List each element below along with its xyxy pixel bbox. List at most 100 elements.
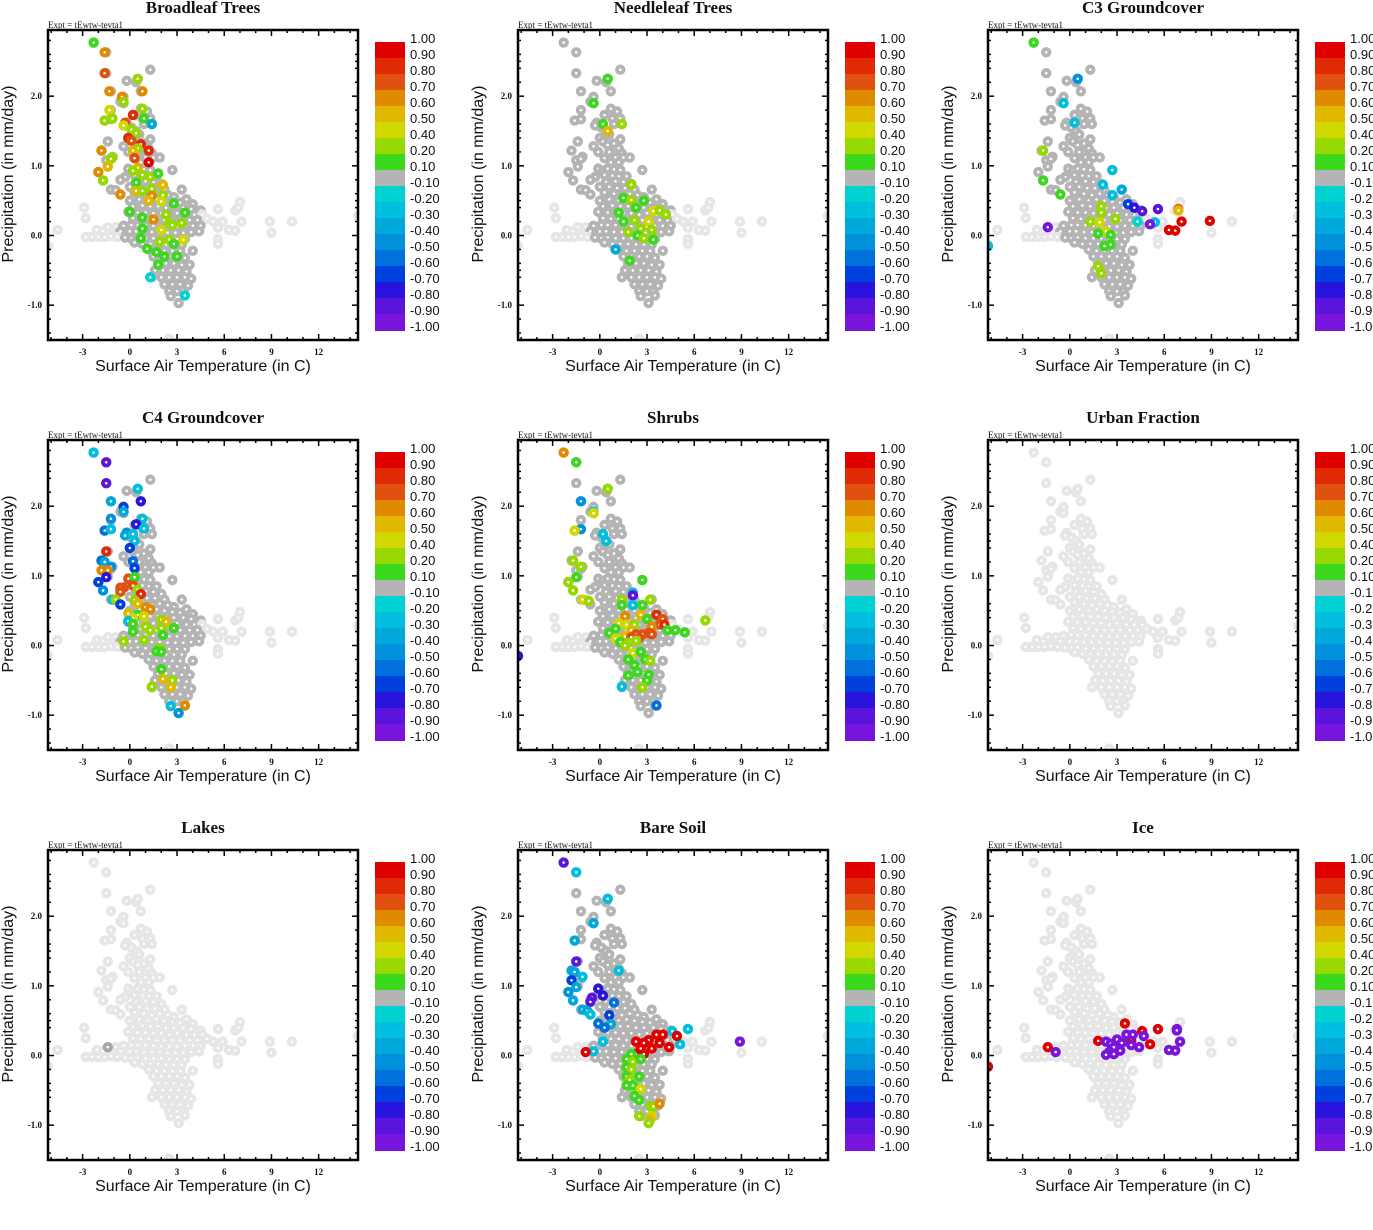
- colorbar-label: -0.10: [880, 585, 932, 600]
- colorbar-bin: [375, 548, 405, 565]
- colorbar-bin: [845, 1038, 875, 1055]
- colorbar-label: 0.90: [410, 47, 462, 62]
- colorbar-label: 0.90: [1350, 47, 1373, 62]
- data-point: [1096, 268, 1106, 278]
- background-point: [213, 1024, 223, 1034]
- background-point: [1046, 114, 1056, 124]
- colorbar-bin: [1315, 612, 1345, 629]
- background-point: [591, 896, 601, 906]
- colorbar-bin: [375, 484, 405, 501]
- colorbar-bin: [1315, 596, 1345, 613]
- colorbar-bin: [845, 1070, 875, 1087]
- colorbar-label: -0.20: [410, 1011, 462, 1026]
- colorbar-bin: [1315, 234, 1345, 251]
- colorbar-label: 0.80: [410, 63, 462, 78]
- colorbar-bin: [845, 138, 875, 155]
- background-point: [1205, 1036, 1215, 1046]
- colorbar-label: -0.10: [410, 585, 462, 600]
- data-point: [98, 175, 108, 185]
- colorbar-bin: [1315, 202, 1345, 219]
- colorbar-label: -0.60: [410, 1075, 462, 1090]
- data-point: [651, 700, 661, 710]
- background-point: [549, 1022, 559, 1032]
- x-tick-label: 9: [1209, 347, 1214, 357]
- background-point: [1041, 47, 1051, 57]
- x-tick-label: -3: [549, 1167, 557, 1177]
- colorbar-label: -0.90: [410, 713, 462, 728]
- data-point: [158, 179, 168, 189]
- x-tick-label: 6: [692, 347, 697, 357]
- colorbar-bin: [1315, 878, 1345, 895]
- x-tick-label: 6: [1162, 757, 1167, 767]
- data-point: [588, 508, 598, 518]
- data-point: [128, 110, 138, 120]
- data-point: [137, 212, 147, 222]
- colorbar-bin: [845, 42, 875, 59]
- colorbar-label: -0.90: [1350, 713, 1373, 728]
- colorbar-label: 0.40: [1350, 947, 1373, 962]
- colorbar-bin: [845, 90, 875, 107]
- x-tick-label: 0: [128, 347, 133, 357]
- x-tick-label: 0: [128, 1167, 133, 1177]
- colorbar-bin: [375, 42, 405, 59]
- colorbar-label: -0.50: [410, 1059, 462, 1074]
- colorbar-bin: [375, 106, 405, 123]
- x-tick-label: 3: [1115, 1167, 1120, 1177]
- colorbar-bin: [1315, 926, 1345, 943]
- background-point: [1106, 701, 1116, 711]
- colorbar-label: 0.60: [410, 505, 462, 520]
- colorbar-label: -0.70: [880, 1091, 932, 1106]
- colorbar-label: 0.40: [410, 127, 462, 142]
- colorbar-label: 0.80: [880, 883, 932, 898]
- data-point: [158, 630, 168, 640]
- colorbar-bin: [1315, 138, 1345, 155]
- background-point: [636, 701, 646, 711]
- background-point: [145, 65, 155, 75]
- background-point: [1117, 1004, 1127, 1014]
- colorbar-label: 0.10: [1350, 569, 1373, 584]
- colorbar-bin: [1315, 548, 1345, 565]
- colorbar-bin: [1315, 676, 1345, 693]
- background-point: [233, 1022, 243, 1032]
- colorbar-label: -0.90: [880, 1123, 932, 1138]
- x-axis-label: Surface Air Temperature (in C): [518, 1178, 828, 1196]
- colorbar-label: -0.60: [880, 665, 932, 680]
- x-tick-label: 12: [784, 1167, 794, 1177]
- colorbar-bin: [1315, 1038, 1345, 1055]
- colorbar-label: 0.40: [1350, 537, 1373, 552]
- data-point: [137, 104, 147, 114]
- data-point: [129, 563, 139, 573]
- y-tick-label: -1.0: [968, 1120, 983, 1130]
- background-point: [634, 743, 644, 753]
- data-point: [106, 496, 116, 506]
- colorbar-bin: [1315, 74, 1345, 91]
- x-tick-label: -3: [549, 757, 557, 767]
- colorbar-bin: [375, 926, 405, 943]
- x-tick-label: 6: [222, 1167, 227, 1177]
- background-point: [103, 981, 113, 991]
- background-point: [1043, 546, 1053, 556]
- background-point: [287, 626, 297, 636]
- colorbar-label: -0.80: [880, 697, 932, 712]
- data-point: [178, 234, 188, 244]
- data-point: [137, 86, 147, 96]
- data-point: [1072, 74, 1082, 84]
- data-point: [631, 635, 641, 645]
- background-point: [573, 136, 583, 146]
- background-point: [164, 333, 174, 343]
- colorbar-label: -0.30: [880, 1027, 932, 1042]
- points-layer: [513, 447, 833, 753]
- background-point: [625, 152, 635, 162]
- background-point: [1104, 743, 1114, 753]
- colorbar-label: -0.20: [410, 601, 462, 616]
- colorbar-label: -0.50: [1350, 649, 1373, 664]
- data-point: [625, 255, 635, 265]
- data-point: [1043, 222, 1053, 232]
- colorbar-label: 0.10: [410, 159, 462, 174]
- data-point: [634, 1071, 644, 1081]
- background-point: [101, 867, 111, 877]
- y-tick-label: -1.0: [968, 300, 983, 310]
- background-point: [549, 202, 559, 212]
- x-tick-label: 0: [1068, 757, 1073, 767]
